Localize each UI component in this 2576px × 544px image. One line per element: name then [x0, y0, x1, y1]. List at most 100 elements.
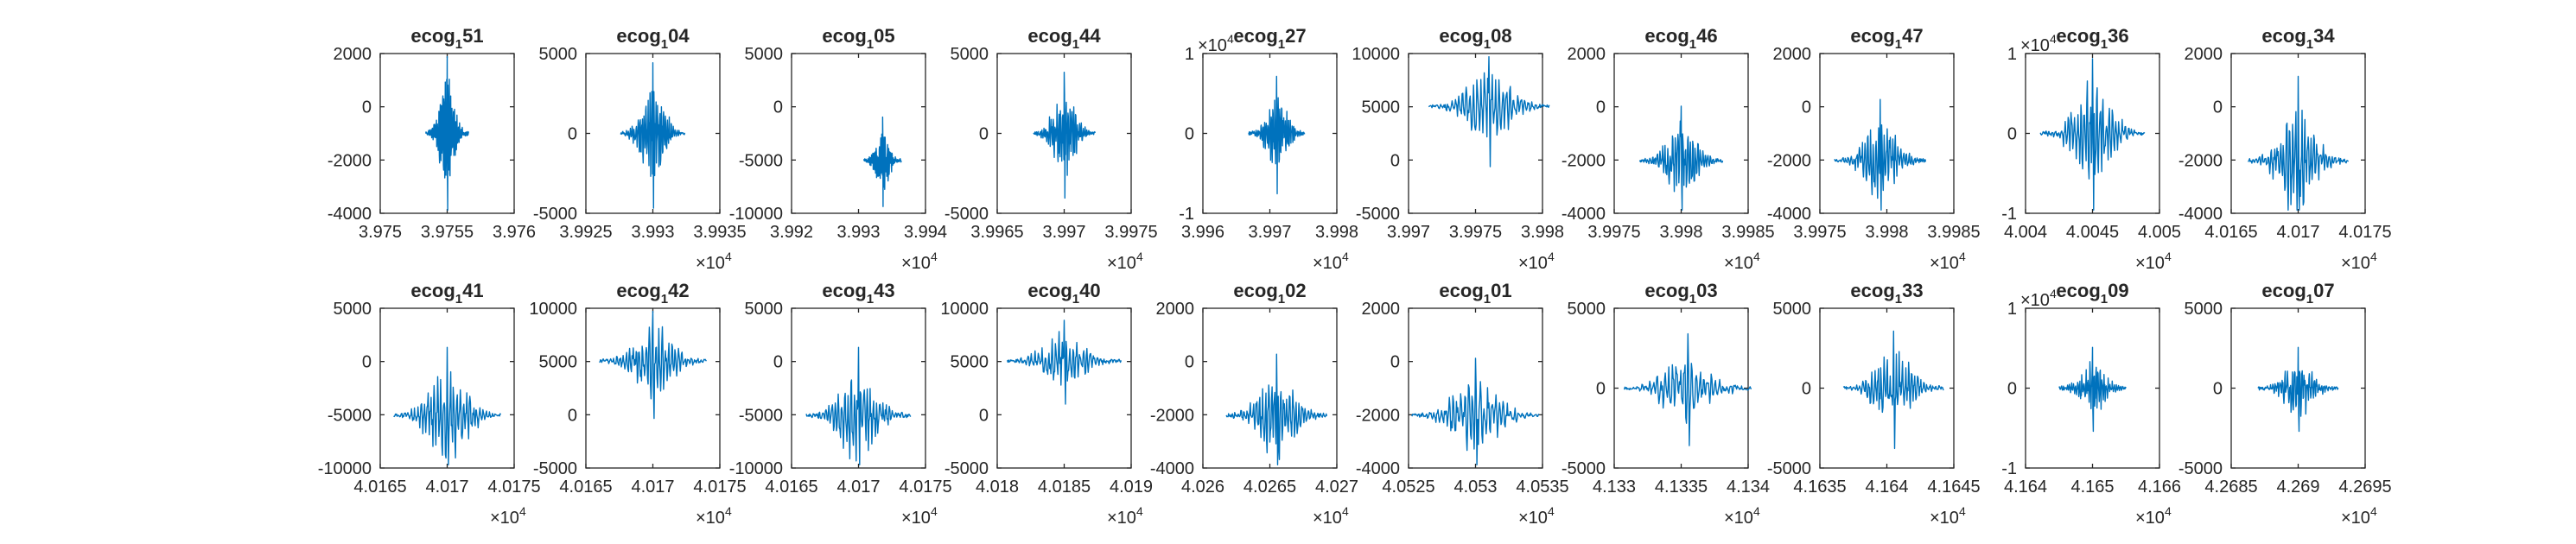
x-tick-label: 4.017: [836, 478, 880, 497]
title-suffix: 34: [2313, 25, 2335, 47]
y-tick-label: 0: [1185, 353, 1194, 372]
x-tick-label: 4.0165: [353, 478, 406, 497]
x-tick-label: 3.976: [493, 223, 536, 242]
y-exponent-base: ×10: [2020, 36, 2050, 55]
y-tick-label: -4000: [2178, 205, 2223, 224]
y-tick-label: -1: [2001, 205, 2017, 224]
y-tick-label: 5000: [539, 45, 578, 64]
x-tick-label: 4.1635: [1793, 478, 1846, 497]
y-tick-label: 0: [362, 98, 372, 117]
x-tick-label: 4.1645: [1927, 478, 1980, 497]
title-suffix: 07: [2313, 280, 2334, 301]
x-exponent-base: ×10: [1313, 254, 1342, 273]
y-tick-label: 0: [1802, 380, 1811, 399]
signal-trace: [1411, 357, 1540, 465]
x-exponent: ×104: [696, 504, 732, 528]
title-suffix: 33: [1902, 280, 1923, 301]
y-tick-label: -5000: [2178, 459, 2223, 478]
subplot-title: ecog105: [822, 25, 894, 52]
title-subscript: 1: [455, 37, 462, 52]
x-exponent: ×104: [696, 250, 732, 273]
y-tick-label: 0: [1390, 353, 1400, 372]
signal-trace: [1006, 319, 1123, 405]
x-tick-label: 4.2685: [2204, 478, 2257, 497]
x-exponent-base: ×10: [1930, 509, 1959, 528]
x-tick-label: 4.027: [1315, 478, 1358, 497]
y-tick-label: -5000: [739, 151, 783, 170]
y-tick-label: 0: [568, 406, 577, 425]
signal-trace: [1033, 72, 1096, 199]
title-suffix: 44: [1079, 25, 1101, 47]
title-main: ecog: [1439, 280, 1483, 301]
x-exponent-base: ×10: [696, 254, 725, 273]
title-subscript: 1: [1895, 292, 1902, 307]
x-tick-label: 4.2695: [2338, 478, 2391, 497]
y-tick-label: 2000: [1156, 300, 1195, 319]
x-tick-label: 3.9975: [1449, 223, 1502, 242]
y-exponent-power: 4: [2050, 287, 2057, 300]
signal-trace: [2058, 346, 2127, 433]
title-subscript: 1: [1484, 37, 1491, 52]
x-exponent-power: 4: [2370, 504, 2377, 518]
x-exponent-power: 4: [1342, 504, 1349, 518]
axes-box: [1202, 307, 1338, 469]
signal-trace: [620, 62, 686, 209]
y-tick-label: 5000: [539, 353, 578, 372]
subplot-title: ecog108: [1439, 25, 1511, 52]
y-tick-label: -5000: [1767, 459, 1811, 478]
y-tick-label: -2000: [1150, 406, 1194, 425]
y-tick-label: -1: [2001, 459, 2017, 478]
x-exponent-power: 4: [1959, 250, 1966, 263]
y-exponent: ×104: [2020, 32, 2057, 55]
x-exponent-base: ×10: [1107, 509, 1136, 528]
x-exponent-power: 4: [1548, 250, 1555, 263]
x-tick-label: 4.0165: [765, 478, 817, 497]
subplot-title: ecog144: [1027, 25, 1101, 52]
signal-trace: [425, 56, 469, 211]
x-tick-label: 4.166: [2138, 478, 2181, 497]
x-tick-label: 4.019: [1110, 478, 1153, 497]
x-tick-label: 3.998: [1659, 223, 1702, 242]
title-main: ecog: [1233, 25, 1277, 47]
y-tick-label: -5000: [739, 406, 783, 425]
x-exponent: ×104: [2135, 250, 2172, 273]
x-tick-label: 4.0165: [559, 478, 612, 497]
x-exponent-base: ×10: [490, 509, 519, 528]
y-tick-label: 5000: [1362, 98, 1401, 117]
y-tick-label: 0: [773, 353, 783, 372]
x-exponent-power: 4: [931, 250, 938, 263]
y-tick-label: 5000: [951, 45, 989, 64]
title-main: ecog: [2261, 25, 2306, 47]
title-main: ecog: [1850, 280, 1894, 301]
title-subscript: 1: [2306, 37, 2313, 52]
signal-trace: [1428, 56, 1550, 168]
x-tick-label: 4.005: [2138, 223, 2181, 242]
x-tick-label: 4.1335: [1655, 478, 1708, 497]
x-tick-label: 3.9985: [1927, 223, 1980, 242]
y-tick-label: -2000: [1767, 151, 1811, 170]
x-exponent: ×104: [490, 504, 526, 528]
title-suffix: 42: [668, 280, 689, 301]
title-main: ecog: [616, 280, 660, 301]
x-tick-label: 4.0175: [487, 478, 540, 497]
title-main: ecog: [2056, 280, 2100, 301]
signal-trace: [2039, 58, 2146, 211]
x-exponent-base: ×10: [2341, 254, 2370, 273]
title-main: ecog: [410, 280, 455, 301]
y-tick-label: -5000: [533, 459, 577, 478]
title-main: ecog: [2261, 280, 2306, 301]
title-main: ecog: [2056, 25, 2100, 47]
y-tick-label: 2000: [334, 45, 372, 64]
x-exponent: ×104: [1518, 250, 1555, 273]
title-main: ecog: [1644, 280, 1689, 301]
